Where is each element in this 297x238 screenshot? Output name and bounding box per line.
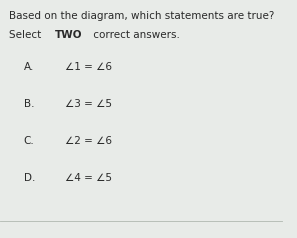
- Text: ∠2 = ∠6: ∠2 = ∠6: [65, 136, 112, 146]
- Text: B.: B.: [24, 99, 34, 109]
- Text: correct answers.: correct answers.: [90, 30, 180, 40]
- Text: Based on the diagram, which statements are true?: Based on the diagram, which statements a…: [9, 11, 274, 21]
- Text: D.: D.: [24, 173, 35, 183]
- Text: Select: Select: [9, 30, 45, 40]
- Text: TWO: TWO: [55, 30, 82, 40]
- Text: ∠4 = ∠5: ∠4 = ∠5: [65, 173, 112, 183]
- Text: A.: A.: [24, 62, 34, 72]
- Text: ∠3 = ∠5: ∠3 = ∠5: [65, 99, 112, 109]
- Text: C.: C.: [24, 136, 34, 146]
- Text: ∠1 = ∠6: ∠1 = ∠6: [65, 62, 112, 72]
